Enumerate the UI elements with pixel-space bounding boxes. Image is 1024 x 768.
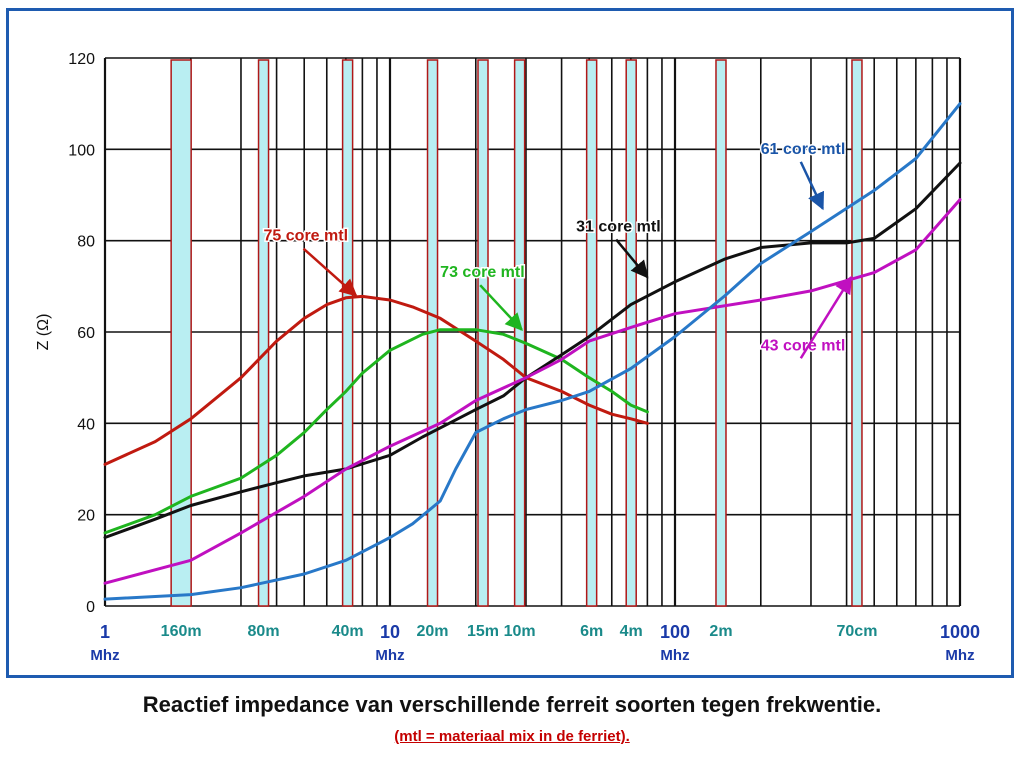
band-label-2m: 2m xyxy=(709,623,732,640)
band-marker-4m xyxy=(625,59,637,607)
band-marker-160m xyxy=(170,59,192,607)
band-label-10m: 10m xyxy=(504,623,536,640)
series-line-4 xyxy=(103,102,962,601)
y-tick-label: 60 xyxy=(77,325,95,342)
band-marker-2m xyxy=(715,59,727,607)
y-tick-label: 20 xyxy=(77,508,95,525)
x-tick-label: 10 xyxy=(380,622,400,642)
y-tick-label: 80 xyxy=(77,234,95,251)
chart-caption: Reactief impedance van verschillende fer… xyxy=(142,692,882,717)
series-arrow-1 xyxy=(479,284,523,331)
series-arrow-4 xyxy=(799,275,853,359)
x-tick-unit-label: Mhz xyxy=(90,647,119,664)
band-marker-40m xyxy=(341,59,354,607)
band-label-80m: 80m xyxy=(248,623,280,640)
band-label-40m: 40m xyxy=(332,623,364,640)
series-line-2 xyxy=(103,161,962,539)
band-label-6m: 6m xyxy=(580,623,603,640)
chart-subcaption: (mtl = materiaal mix in de ferriet). xyxy=(394,728,630,745)
series-label-3: 61 core mtl xyxy=(761,141,845,158)
series-arrow-2 xyxy=(615,238,649,279)
x-tick-unit-label: Mhz xyxy=(660,647,689,664)
y-tick-label: 0 xyxy=(86,599,95,616)
series-arrow-3 xyxy=(799,161,825,211)
x-tick-unit-label: Mhz xyxy=(375,647,404,664)
series-label-0: 75 core mtl xyxy=(264,228,348,245)
x-tick-label: 1 xyxy=(100,622,110,642)
series-line-0 xyxy=(103,294,649,466)
y-tick-label: 100 xyxy=(68,142,95,159)
y-tick-label: 40 xyxy=(77,416,95,433)
impedance-chart: 75 core mtl 73 core mtl 31 core mtl 61 core… xyxy=(35,51,980,664)
x-tick-unit-label: Mhz xyxy=(945,647,974,664)
band-marker-70cm xyxy=(851,59,863,607)
series-line-1 xyxy=(103,328,649,535)
series-arrow-0 xyxy=(302,247,358,297)
band-label-15m: 15m xyxy=(467,623,499,640)
series-label-4: 43 core mtl xyxy=(761,337,845,354)
band-marker-10m xyxy=(513,59,526,607)
y-axis-label: Z (Ω) xyxy=(35,314,52,351)
band-label-20m: 20m xyxy=(417,623,449,640)
x-tick-label: 100 xyxy=(660,622,690,642)
series-line-3 xyxy=(103,198,962,585)
x-tick-label: 1000 xyxy=(940,622,980,642)
band-label-70cm: 70cm xyxy=(837,623,878,640)
band-label-160m: 160m xyxy=(161,623,202,640)
series-label-1: 73 core mtl xyxy=(440,264,524,281)
band-label-4m: 4m xyxy=(620,623,643,640)
band-marker-80m xyxy=(257,59,270,607)
y-tick-label: 120 xyxy=(68,51,95,68)
series-label-2: 31 core mtl xyxy=(576,219,660,236)
